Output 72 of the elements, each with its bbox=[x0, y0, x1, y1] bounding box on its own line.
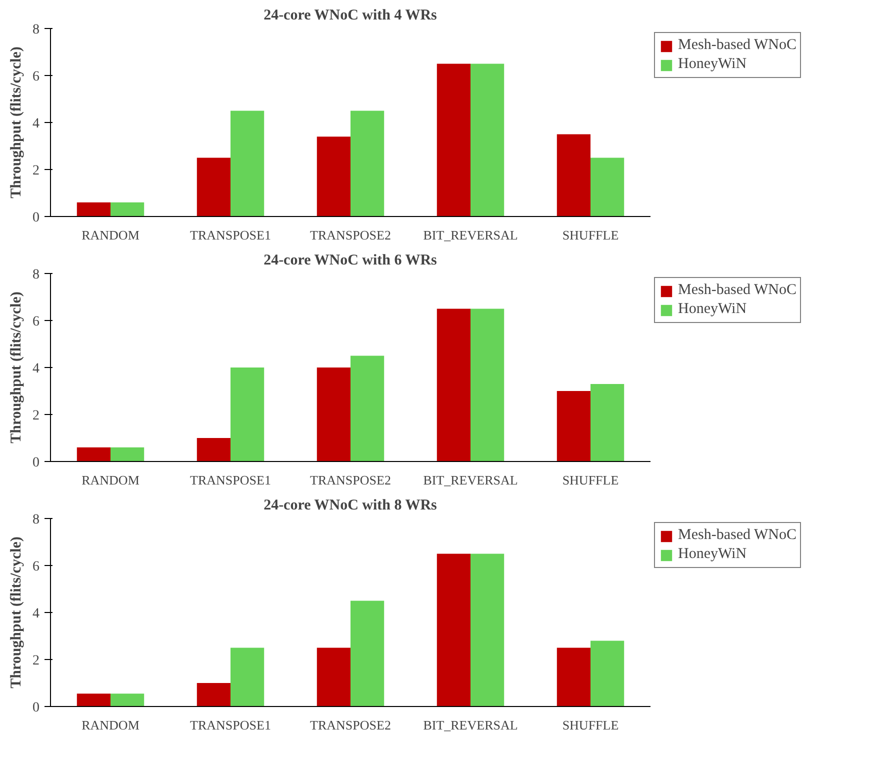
bar bbox=[556, 134, 590, 216]
bar bbox=[316, 136, 350, 216]
x-tick-label: RANDOM bbox=[82, 228, 140, 242]
bar bbox=[350, 110, 384, 216]
y-tick-label: 8 bbox=[32, 512, 40, 528]
y-tick-label: 6 bbox=[32, 314, 40, 330]
bar bbox=[76, 694, 110, 706]
chart-title: 24-core WNoC with 6 WRs bbox=[264, 252, 438, 268]
bar bbox=[316, 368, 350, 462]
legend-label: Mesh-based WNoC bbox=[678, 37, 796, 54]
bar bbox=[110, 447, 144, 462]
bar bbox=[556, 648, 590, 706]
bar bbox=[196, 158, 230, 216]
x-tick-label: BIT_REVERSAL bbox=[423, 718, 518, 732]
y-tick-label: 0 bbox=[32, 700, 40, 716]
x-tick-label: TRANSPOSE2 bbox=[310, 472, 391, 488]
bar bbox=[436, 308, 470, 462]
bar bbox=[230, 110, 264, 216]
x-tick-label: TRANSPOSE1 bbox=[190, 472, 271, 488]
x-tick-label: TRANSPOSE2 bbox=[310, 718, 391, 732]
y-tick-label: 0 bbox=[32, 456, 40, 470]
y-tick-label: 6 bbox=[32, 70, 40, 84]
x-tick-label: BIT_REVERSAL bbox=[423, 472, 518, 488]
bar bbox=[556, 391, 590, 462]
y-tick-label: 4 bbox=[32, 116, 40, 132]
y-tick-label: 6 bbox=[32, 560, 40, 574]
x-tick-label: SHUFFLE bbox=[562, 718, 619, 732]
bar bbox=[76, 202, 110, 216]
chart-title: 24-core WNoC with 4 WRs bbox=[264, 8, 438, 24]
y-tick-label: 4 bbox=[32, 606, 40, 622]
chart-title: 24-core WNoC with 8 WRs bbox=[264, 498, 438, 514]
x-tick-label: TRANSPOSE1 bbox=[190, 718, 271, 732]
bar bbox=[110, 694, 144, 706]
x-tick-label: TRANSPOSE1 bbox=[190, 228, 271, 242]
y-tick-label: 0 bbox=[32, 210, 40, 226]
x-tick-label: RANDOM bbox=[82, 718, 140, 732]
bar bbox=[436, 554, 470, 706]
y-tick-label: 4 bbox=[32, 362, 40, 376]
y-axis-title: Throughput (flits/cycle) bbox=[8, 46, 24, 198]
legend-label: HoneyWiN bbox=[678, 546, 747, 563]
bar bbox=[470, 64, 504, 216]
bar bbox=[316, 648, 350, 706]
bar bbox=[196, 438, 230, 462]
y-axis-title: Throughput (flits/cycle) bbox=[8, 292, 24, 444]
legend-label: HoneyWiN bbox=[678, 301, 747, 318]
legend-label: HoneyWiN bbox=[678, 56, 747, 73]
x-tick-label: RANDOM bbox=[82, 472, 140, 488]
y-axis-title: Throughput (flits/cycle) bbox=[8, 536, 24, 688]
bar bbox=[470, 554, 504, 706]
bar bbox=[590, 158, 624, 216]
y-tick-label: 8 bbox=[32, 268, 40, 282]
bar bbox=[436, 64, 470, 216]
x-tick-label: TRANSPOSE2 bbox=[310, 228, 391, 242]
bar bbox=[350, 600, 384, 706]
y-tick-label: 8 bbox=[32, 22, 40, 38]
bar bbox=[196, 683, 230, 706]
bar bbox=[350, 356, 384, 462]
bar bbox=[110, 202, 144, 216]
y-tick-label: 2 bbox=[32, 408, 40, 424]
x-tick-label: SHUFFLE bbox=[562, 472, 619, 488]
bar bbox=[230, 368, 264, 462]
bar bbox=[470, 308, 504, 462]
x-tick-label: SHUFFLE bbox=[562, 228, 619, 242]
y-tick-label: 2 bbox=[32, 654, 40, 668]
bar bbox=[76, 447, 110, 462]
y-tick-label: 2 bbox=[32, 164, 40, 178]
bar bbox=[590, 640, 624, 706]
legend-label: Mesh-based WNoC bbox=[678, 527, 796, 544]
bar bbox=[590, 384, 624, 462]
bar bbox=[230, 648, 264, 706]
legend-label: Mesh-based WNoC bbox=[678, 282, 796, 299]
x-tick-label: BIT_REVERSAL bbox=[423, 228, 518, 242]
